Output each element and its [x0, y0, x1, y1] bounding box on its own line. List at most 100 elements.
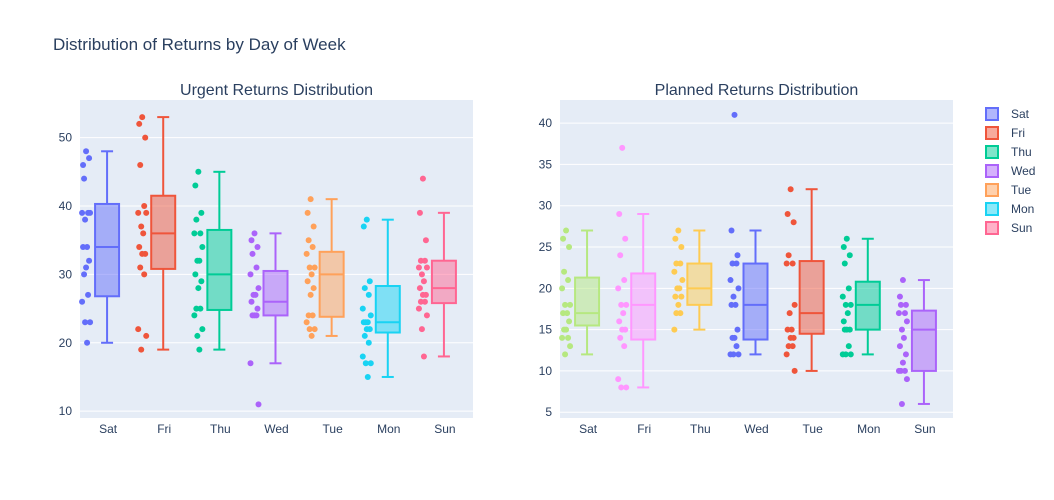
x-tick-label: Sun: [434, 422, 455, 436]
data-point: [733, 343, 740, 350]
x-tick-label: Sat: [99, 422, 118, 436]
legend-label: Fri: [1011, 126, 1025, 140]
box-sun[interactable]: [415, 175, 457, 360]
data-point: [566, 244, 573, 251]
data-point: [787, 334, 794, 341]
data-point: [566, 318, 573, 325]
data-point: [842, 301, 849, 308]
data-point: [844, 310, 851, 317]
data-point: [367, 360, 374, 367]
box-wed[interactable]: [247, 230, 289, 408]
data-point: [840, 244, 847, 251]
box-sat[interactable]: [79, 148, 121, 346]
data-point: [362, 360, 369, 367]
data-point: [194, 332, 201, 339]
data-point: [367, 312, 374, 319]
data-point: [418, 326, 425, 333]
box-thu[interactable]: [671, 227, 713, 333]
figure-title: Distribution of Returns by Day of Week: [53, 35, 346, 54]
box-mon[interactable]: [359, 216, 401, 380]
y-tick-label: 15: [539, 323, 553, 337]
data-point: [617, 252, 624, 259]
data-point: [618, 384, 625, 391]
data-point: [195, 168, 202, 175]
data-point: [311, 264, 318, 271]
box-mon[interactable]: [839, 235, 881, 358]
data-point: [839, 293, 846, 300]
iqr-box: [94, 202, 121, 298]
data-point: [791, 367, 798, 374]
data-point: [359, 353, 366, 360]
data-point: [734, 326, 741, 333]
data-point: [731, 111, 738, 118]
data-point: [728, 301, 735, 308]
data-point: [85, 291, 92, 298]
box-tue[interactable]: [303, 196, 345, 339]
data-point: [678, 293, 685, 300]
legend-item-sat[interactable]: Sat: [985, 107, 1030, 121]
data-point: [248, 237, 255, 244]
x-tick-label: Sat: [579, 422, 598, 436]
box-tue[interactable]: [783, 186, 825, 374]
data-point: [365, 339, 372, 346]
x-tick-label: Wed: [744, 422, 768, 436]
data-point: [784, 210, 791, 217]
legend-item-mon[interactable]: Mon: [985, 202, 1034, 216]
data-point: [843, 235, 850, 242]
data-point: [846, 252, 853, 259]
data-point: [902, 301, 909, 308]
box-wed[interactable]: [727, 111, 769, 358]
data-point: [845, 285, 852, 292]
legend-item-fri[interactable]: Fri: [985, 126, 1025, 140]
subplot-title: Planned Returns Distribution: [655, 82, 859, 99]
y-tick-label: 40: [59, 199, 73, 213]
legend-item-tue[interactable]: Tue: [985, 183, 1032, 197]
data-point: [419, 291, 426, 298]
box-fri[interactable]: [615, 144, 657, 391]
data-point: [567, 343, 574, 350]
legend[interactable]: Sat Fri Thu Wed Tue Mon Sun: [985, 107, 1035, 235]
data-point: [138, 346, 145, 353]
legend-item-thu[interactable]: Thu: [985, 145, 1032, 159]
box-fri[interactable]: [135, 114, 177, 353]
legend-item-wed[interactable]: Wed: [985, 164, 1035, 178]
box-sat[interactable]: [559, 227, 601, 358]
data-point: [309, 244, 316, 251]
y-tick-label: 20: [59, 336, 73, 350]
legend-swatch: [985, 221, 999, 235]
iqr-box: [798, 260, 825, 335]
data-point: [418, 271, 425, 278]
data-point: [730, 351, 737, 358]
box-sun[interactable]: [895, 277, 937, 407]
data-point: [86, 155, 93, 162]
data-point: [247, 271, 254, 278]
data-point: [86, 257, 93, 264]
box-thu[interactable]: [191, 168, 233, 353]
legend-label: Sun: [1011, 221, 1032, 235]
data-point: [87, 319, 94, 326]
data-point: [621, 277, 628, 284]
data-point: [80, 244, 87, 251]
data-point: [729, 334, 736, 341]
x-tick-label: Thu: [690, 422, 711, 436]
data-point: [419, 175, 426, 182]
data-point: [82, 216, 89, 223]
data-point: [734, 252, 741, 259]
data-point: [143, 209, 150, 216]
data-point: [562, 351, 569, 358]
data-point: [672, 235, 679, 242]
data-point: [617, 334, 624, 341]
data-point: [253, 312, 260, 319]
data-point: [672, 293, 679, 300]
data-point: [83, 264, 90, 271]
data-point: [730, 293, 737, 300]
data-point: [898, 326, 905, 333]
legend-item-sun[interactable]: Sun: [985, 221, 1032, 235]
data-point: [254, 244, 261, 251]
y-tick-label: 5: [545, 405, 552, 419]
data-point: [136, 244, 143, 251]
data-point: [137, 161, 144, 168]
y-tick-label: 35: [539, 157, 553, 171]
data-point: [361, 332, 368, 339]
